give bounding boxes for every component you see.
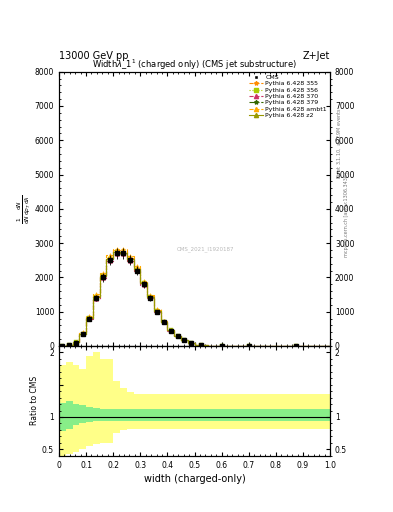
Y-axis label: $\frac{1}{\mathrm{d}N}\frac{\mathrm{d}N}{\mathrm{d}p_T\,\mathrm{d}\lambda}$: $\frac{1}{\mathrm{d}N}\frac{\mathrm{d}N}…: [16, 194, 33, 224]
Legend: CMS, Pythia 6.428 355, Pythia 6.428 356, Pythia 6.428 370, Pythia 6.428 379, Pyt: CMS, Pythia 6.428 355, Pythia 6.428 356,…: [248, 74, 328, 119]
Text: mcplots.cern.ch [arXiv:1306.3436]: mcplots.cern.ch [arXiv:1306.3436]: [344, 173, 349, 258]
Y-axis label: Ratio to CMS: Ratio to CMS: [30, 376, 39, 425]
Text: 13000 GeV pp: 13000 GeV pp: [59, 51, 129, 61]
Title: Width$\lambda\_1^1$ (charged only) (CMS jet substructure): Width$\lambda\_1^1$ (charged only) (CMS …: [92, 57, 297, 72]
X-axis label: width (charged-only): width (charged-only): [144, 474, 245, 484]
Text: CMS_2021_I1920187: CMS_2021_I1920187: [176, 246, 234, 252]
Text: Z+Jet: Z+Jet: [303, 51, 330, 61]
Text: Rivet 3.1.10, $\geq$ 2.9M events: Rivet 3.1.10, $\geq$ 2.9M events: [336, 108, 343, 179]
